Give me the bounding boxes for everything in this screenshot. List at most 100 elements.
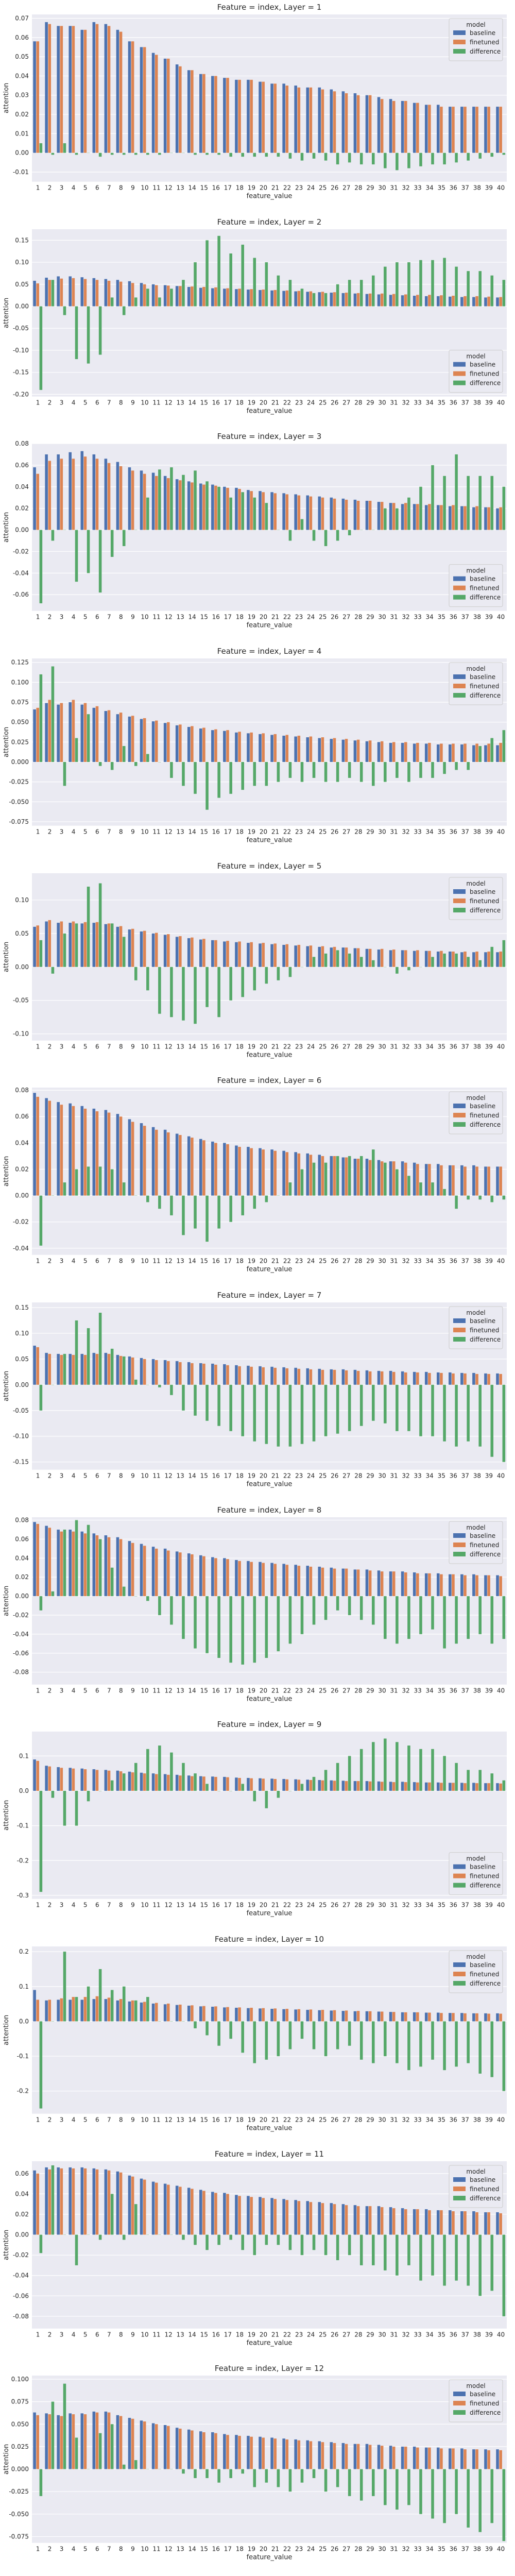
y-tick-label: 0.04: [15, 1140, 29, 1147]
bar-difference: [407, 1745, 410, 1791]
bar-baseline: [104, 711, 108, 762]
bar-finetuned: [499, 1784, 502, 1791]
bar-finetuned: [392, 1161, 396, 1196]
bar-finetuned: [297, 1565, 301, 1596]
chart-title: Feature = index, Layer = 10: [215, 1935, 324, 1944]
x-tick-label: 9: [131, 399, 135, 406]
bar-baseline: [92, 1999, 96, 2022]
bar-baseline: [282, 1150, 285, 1196]
x-tick-label: 39: [485, 1258, 493, 1265]
bar-finetuned: [238, 1366, 241, 1385]
x-tick-label: 26: [331, 2546, 338, 2553]
x-tick-label: 13: [177, 184, 184, 192]
bar-difference: [63, 2383, 66, 2469]
legend-entry-difference: difference: [470, 2195, 501, 2202]
x-tick-label: 7: [107, 2331, 111, 2338]
bar-finetuned: [428, 2012, 431, 2022]
bar-difference: [359, 2469, 363, 2501]
bar-finetuned: [380, 741, 384, 762]
bar-baseline: [116, 1771, 119, 1791]
x-tick-label: 27: [342, 2116, 350, 2124]
bar-difference: [478, 746, 482, 762]
bar-finetuned: [48, 2169, 52, 2235]
bar-finetuned: [285, 1779, 289, 1791]
bar-baseline: [235, 1777, 238, 1791]
bar-finetuned: [202, 484, 205, 530]
bar-baseline: [401, 100, 404, 153]
bar-difference: [348, 1756, 351, 1791]
bar-finetuned: [345, 1370, 348, 1385]
bar-finetuned: [143, 47, 146, 153]
bar-finetuned: [321, 291, 324, 307]
bar-finetuned: [250, 2436, 253, 2469]
bar-finetuned: [238, 79, 241, 153]
x-tick-label: 5: [83, 1902, 88, 1909]
bar-difference: [229, 2234, 232, 2240]
bar-difference: [134, 1763, 138, 1791]
bar-baseline: [151, 472, 155, 530]
bar-difference: [443, 2234, 446, 2286]
bar-baseline: [247, 1561, 250, 1596]
bar-baseline: [247, 490, 250, 530]
bar-difference: [134, 2460, 138, 2469]
bar-finetuned: [356, 1370, 360, 1385]
bar-finetuned: [191, 1776, 194, 1791]
bar-finetuned: [262, 1778, 265, 1791]
bar-difference: [146, 1195, 149, 1202]
x-tick-label: 26: [331, 1472, 338, 1480]
bar-difference: [110, 530, 114, 557]
x-tick-label: 10: [141, 1902, 148, 1909]
bar-difference: [241, 2469, 244, 2474]
bar-difference: [288, 2021, 292, 2049]
bar-baseline: [57, 1767, 60, 1791]
bar-baseline: [496, 952, 499, 967]
bar-finetuned: [452, 2013, 455, 2022]
bar-difference: [194, 470, 197, 530]
bar-difference: [324, 1162, 328, 1196]
bar-baseline: [306, 1154, 309, 1196]
y-tick-label: -0.10: [13, 1433, 29, 1440]
bar-difference: [396, 2021, 399, 2063]
x-tick-label: 12: [164, 2116, 172, 2124]
bar-difference: [455, 1195, 458, 1209]
bar-finetuned: [416, 2012, 419, 2022]
x-tick-label: 3: [60, 1902, 64, 1909]
bar-difference: [455, 454, 458, 530]
bar-finetuned: [191, 2430, 194, 2469]
bar-finetuned: [464, 107, 467, 153]
bar-difference: [170, 467, 173, 530]
bar-difference: [312, 152, 316, 159]
bar-baseline: [401, 2012, 404, 2022]
bar-baseline: [460, 1783, 464, 1791]
bar-baseline: [33, 709, 36, 762]
bar-finetuned: [273, 493, 277, 530]
bar-baseline: [401, 950, 404, 967]
bar-difference: [51, 152, 55, 155]
y-axis-label: attention: [3, 1371, 10, 1401]
bar-baseline: [92, 2168, 96, 2235]
x-tick-label: 40: [497, 1687, 505, 1694]
y-tick-label: -0.01: [13, 168, 29, 176]
x-tick-label: 34: [426, 1043, 434, 1050]
bar-difference: [348, 1156, 351, 1196]
x-tick-label: 34: [426, 2116, 434, 2124]
bar-difference: [122, 152, 126, 155]
bar-finetuned: [119, 2416, 123, 2469]
bar-baseline: [377, 2445, 381, 2469]
bar-finetuned: [83, 1996, 87, 2022]
bar-difference: [75, 1996, 78, 2022]
bar-difference: [419, 761, 422, 778]
bar-baseline: [128, 1119, 131, 1196]
x-tick-label: 35: [438, 614, 445, 621]
bar-baseline: [496, 1575, 499, 1596]
bar-baseline: [484, 2449, 487, 2469]
bar-baseline: [353, 500, 357, 530]
bar-baseline: [57, 2415, 60, 2469]
bar-difference: [384, 508, 387, 530]
bar-baseline: [235, 732, 238, 762]
bar-difference: [146, 498, 149, 530]
x-tick-label: 36: [450, 2546, 457, 2553]
bar-difference: [502, 1780, 506, 1791]
x-tick-label: 25: [319, 614, 327, 621]
x-tick-label: 5: [83, 2116, 88, 2124]
